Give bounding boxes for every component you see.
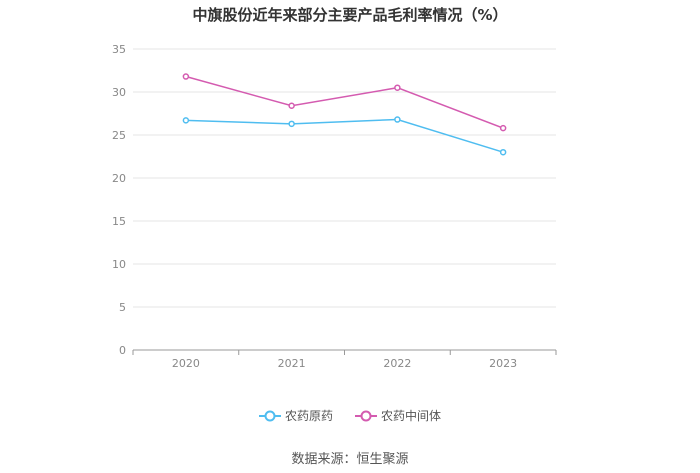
series-line-1 bbox=[185, 75, 504, 129]
y-tick-label-0: 0 bbox=[119, 344, 126, 357]
series-1-point-2021[interactable] bbox=[288, 102, 295, 110]
chart-title: 中旗股份近年来部分主要产品毛利率情况（%） bbox=[192, 6, 508, 24]
series-0-point-2023[interactable] bbox=[499, 148, 507, 156]
legend-item-series-1[interactable]: 农药中间体 bbox=[355, 407, 441, 424]
gridlines bbox=[133, 48, 556, 308]
y-tick-label-6: 30 bbox=[112, 86, 126, 99]
y-tick-label-3: 15 bbox=[112, 215, 126, 228]
y-tick-label-4: 20 bbox=[112, 172, 126, 185]
series-0-point-2020[interactable] bbox=[182, 117, 190, 124]
y-tick-label-5: 25 bbox=[112, 129, 126, 142]
series-layer bbox=[182, 73, 507, 156]
legend-label-0: 农药原药 bbox=[284, 409, 333, 423]
legend-label-1: 农药中间体 bbox=[381, 409, 442, 423]
x-tick-label-2020: 2020 bbox=[172, 357, 200, 370]
series-0-point-2021[interactable] bbox=[288, 120, 295, 128]
series-line-0 bbox=[185, 118, 504, 153]
y-tick-label-7: 35 bbox=[112, 43, 126, 56]
legend: 农药原药 农药中间体 bbox=[0, 407, 700, 424]
y-tick-label-1: 5 bbox=[119, 301, 126, 314]
y-tick-label-2: 10 bbox=[112, 258, 126, 271]
x-tick-label-2023: 2023 bbox=[489, 357, 517, 370]
x-tick-label-2022: 2022 bbox=[383, 357, 411, 370]
axes: 0 5 10 15 20 25 30 35 2020 2021 2022 2023 bbox=[112, 43, 557, 370]
data-source-note: 数据来源：恒生聚源 bbox=[291, 452, 409, 467]
series-1-point-2022[interactable] bbox=[394, 84, 401, 91]
series-1-point-2020[interactable] bbox=[182, 73, 190, 80]
legend-item-series-0[interactable]: 农药原药 bbox=[258, 407, 333, 424]
legend-swatch-1-icon bbox=[355, 410, 377, 421]
series-0-point-2022[interactable] bbox=[394, 116, 401, 123]
series-1-point-2023[interactable] bbox=[499, 124, 507, 132]
x-tick-label-2021: 2021 bbox=[278, 357, 306, 370]
legend-swatch-0-icon bbox=[258, 410, 281, 421]
